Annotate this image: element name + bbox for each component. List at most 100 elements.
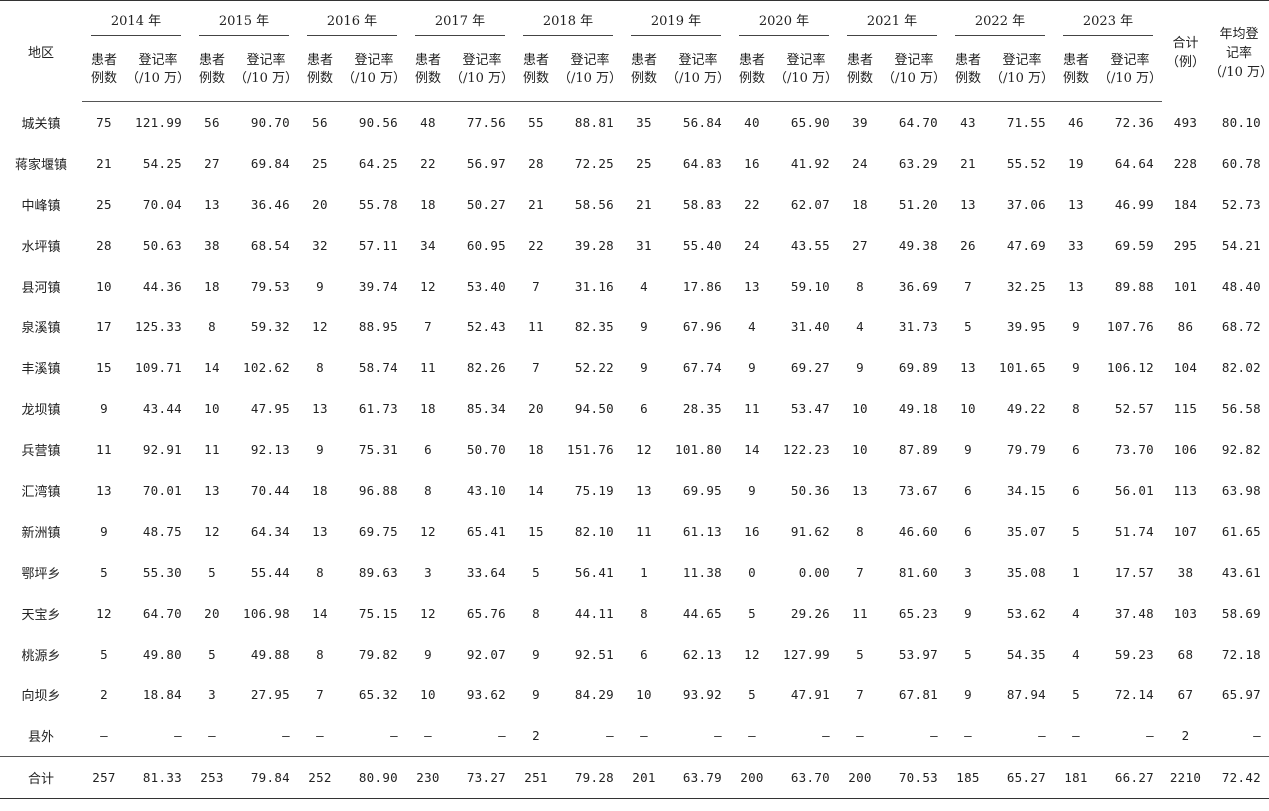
rate-cell: 49.88 — [250, 646, 290, 662]
rate-cell: 39.28 — [574, 237, 614, 253]
avg-rate-cell: 65.97 — [1221, 687, 1261, 703]
rate-cell: 61.13 — [682, 523, 722, 539]
rate-cell: 52.57 — [1114, 401, 1154, 417]
table-body: 城关镇 75 121.99 56 90.70 56 90.56 48 77.56 55 88.81 3… — [0, 102, 1269, 799]
cases-cell: 7 — [856, 687, 864, 703]
rate-cell: 46.60 — [898, 523, 938, 539]
rate-cell: — — [282, 728, 290, 744]
cases-cell: 12 — [312, 319, 328, 335]
header-cases: 患者 例数 — [190, 38, 234, 102]
header-year-label: 2019 年 — [631, 10, 721, 36]
rate-cell: 34.15 — [1006, 482, 1046, 498]
cases-cell: 21 — [528, 196, 544, 212]
header-cases-line2: 例数 — [198, 70, 225, 86]
rate-cell: 39.95 — [1006, 319, 1046, 335]
header-year: 2021 年 — [838, 1, 946, 39]
cases-cell: 12 — [420, 278, 436, 294]
cases-cell: 5 — [748, 687, 756, 703]
cases-cell: 13 — [1068, 196, 1084, 212]
header-year: 2018 年 — [514, 1, 622, 39]
rate-cell: 69.59 — [1114, 237, 1154, 253]
cases-cell: 9 — [532, 646, 540, 662]
total-cases-cell: 184 — [1173, 196, 1198, 212]
rate-cell: 58.83 — [682, 196, 722, 212]
cases-cell: 21 — [636, 196, 652, 212]
header-rate-line2: （/10 万） — [882, 70, 947, 86]
rate-cell: 31.40 — [790, 319, 830, 335]
cases-cell: 4 — [856, 319, 864, 335]
cases-cell: — — [100, 728, 108, 744]
rate-cell: 72.14 — [1114, 687, 1154, 703]
rate-cell: 64.83 — [682, 155, 722, 171]
header-cases-line1: 患者 — [90, 52, 117, 68]
cases-cell: 24 — [852, 155, 868, 171]
region-cell: 兵营镇 — [21, 444, 61, 460]
cases-cell: 28 — [96, 237, 112, 253]
table-row: 丰溪镇 15 109.71 14 102.62 8 58.74 11 82.26 7 52.22 9 6… — [0, 347, 1269, 388]
rate-cell: 0.00 — [798, 564, 830, 580]
rate-cell: 125.33 — [135, 319, 182, 335]
header-cases: 患者 例数 — [946, 38, 990, 102]
cases-cell: 9 — [316, 278, 324, 294]
header-cases-line1: 患者 — [522, 52, 549, 68]
header-year-label: 2023 年 — [1063, 10, 1153, 36]
rate-cell: 33.64 — [466, 564, 506, 580]
rate-cell: 53.47 — [790, 401, 830, 417]
rate-cell: 49.80 — [142, 646, 182, 662]
rate-cell: 49.22 — [1006, 401, 1046, 417]
rate-cell: — — [606, 728, 614, 744]
table-row: 蒋家堰镇 21 54.25 27 69.84 25 64.25 22 56.97 28 72.25 2… — [0, 143, 1269, 184]
total-cases-cell: 2 — [1181, 728, 1190, 744]
cases-cell: 3 — [424, 564, 432, 580]
cases-cell: 5 — [532, 564, 540, 580]
rate-cell: 68.54 — [250, 237, 290, 253]
cases-cell: 8 — [316, 564, 324, 580]
rate-cell: 50.63 — [142, 237, 182, 253]
cases-cell: 18 — [420, 401, 436, 417]
cases-cell: 75 — [96, 114, 112, 130]
total-row: 合计 257 81.33 253 79.84 252 80.90 230 73.27 251 79.… — [0, 756, 1269, 799]
cases-cell: 21 — [96, 155, 112, 171]
rate-cell: 122.23 — [783, 442, 830, 458]
rate-cell: 92.91 — [142, 442, 182, 458]
rate-cell: 102.62 — [243, 360, 290, 376]
header-rate-line2: （/10 万） — [234, 70, 299, 86]
cases-cell: 10 — [852, 401, 868, 417]
header-cases: 患者 例数 — [730, 38, 774, 102]
cases-cell: 5 — [1072, 687, 1080, 703]
cases-cell: 28 — [528, 155, 544, 171]
rate-cell: — — [1038, 728, 1046, 744]
cases-cell: 39 — [852, 114, 868, 130]
rate-cell: 84.29 — [574, 687, 614, 703]
header-year-label: 2015 年 — [199, 10, 289, 36]
header-rate-line2: （/10 万） — [450, 70, 515, 86]
rate-cell: 77.56 — [466, 114, 506, 130]
table-row: 县外 — — — — — — — — 2 — — — — — — — — — — — 2 — — [0, 715, 1269, 756]
rate-cell: 51.20 — [898, 196, 938, 212]
cases-cell: 6 — [640, 401, 648, 417]
region-cell: 县河镇 — [21, 280, 61, 296]
cases-cell: 18 — [420, 196, 436, 212]
header-rate: 登记率 （/10 万） — [1098, 38, 1162, 102]
rate-cell: 65.32 — [358, 687, 398, 703]
header-year: 2014 年 — [82, 1, 190, 39]
rate-cell: 69.95 — [682, 482, 722, 498]
cases-cell: 19 — [1068, 155, 1084, 171]
cases-cell: 31 — [636, 237, 652, 253]
cases-cell: 9 — [856, 360, 864, 376]
rate-cell: 17.86 — [682, 278, 722, 294]
cases-cell: 13 — [312, 401, 328, 417]
rate-cell: 151.76 — [567, 442, 614, 458]
cases-cell: 6 — [424, 442, 432, 458]
cases-cell: 33 — [1068, 237, 1084, 253]
header-year: 2019 年 — [622, 1, 730, 39]
cases-cell: 11 — [204, 442, 220, 458]
total-cases-cell: 104 — [1173, 360, 1198, 376]
header-rate: 登记率 （/10 万） — [882, 38, 946, 102]
rate-cell: 51.74 — [1114, 523, 1154, 539]
header-year-label: 2017 年 — [415, 10, 505, 36]
rate-cell: 127.99 — [783, 646, 830, 662]
header-rate: 登记率 （/10 万） — [774, 38, 838, 102]
cases-cell: 9 — [424, 646, 432, 662]
rate-cell: — — [174, 728, 182, 744]
